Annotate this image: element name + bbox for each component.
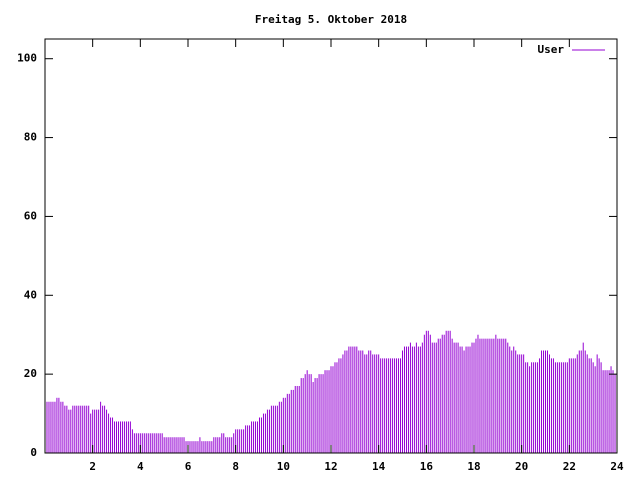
x-tick-label: 22 — [563, 460, 576, 473]
x-tick-label: 18 — [467, 460, 480, 473]
x-tick-label: 16 — [420, 460, 434, 473]
x-tick-label: 4 — [137, 460, 144, 473]
x-tick-label: 6 — [185, 460, 192, 473]
x-tick-label: 10 — [277, 460, 290, 473]
x-tick-label: 12 — [324, 460, 337, 473]
x-tick-label: 14 — [372, 460, 386, 473]
plot-frame — [44, 38, 618, 454]
chart-title: Freitag 5. Oktober 2018 — [255, 13, 407, 26]
legend-label: User — [538, 43, 565, 56]
y-tick-label: 40 — [24, 288, 37, 301]
y-tick-label: 60 — [24, 209, 37, 222]
x-tick-label: 24 — [610, 460, 624, 473]
y-tick-label: 80 — [24, 131, 37, 144]
x-tick-label: 2 — [89, 460, 96, 473]
x-tick-label: 20 — [515, 460, 528, 473]
y-tick-label: 20 — [24, 367, 37, 380]
y-tick-label: 0 — [30, 446, 37, 459]
y-tick-label: 100 — [17, 52, 37, 65]
x-tick-label: 8 — [232, 460, 239, 473]
